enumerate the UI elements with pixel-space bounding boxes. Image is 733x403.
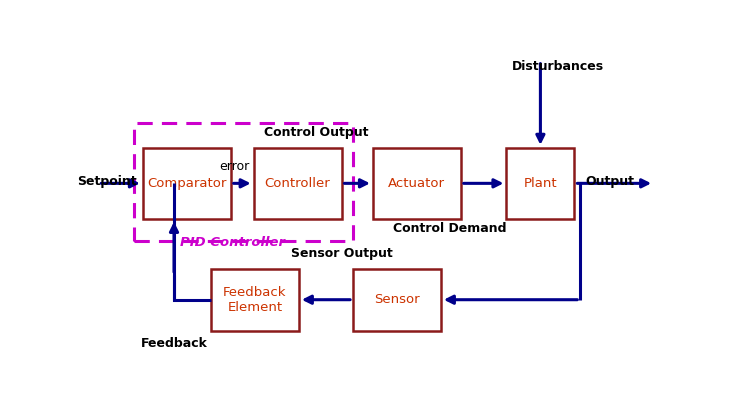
Text: Disturbances: Disturbances bbox=[512, 60, 603, 73]
Bar bbox=[143, 147, 231, 219]
Text: Sensor: Sensor bbox=[374, 293, 420, 306]
Bar bbox=[373, 147, 461, 219]
Text: Control Demand: Control Demand bbox=[393, 222, 507, 235]
Text: Feedback
Element: Feedback Element bbox=[223, 286, 287, 314]
Bar bbox=[134, 123, 353, 241]
Text: Sensor Output: Sensor Output bbox=[291, 247, 392, 260]
Text: Feedback: Feedback bbox=[141, 337, 207, 350]
Text: Comparator: Comparator bbox=[147, 177, 226, 190]
Text: Control Output: Control Output bbox=[264, 126, 368, 139]
Text: PID Controller: PID Controller bbox=[180, 236, 284, 249]
Text: Setpoint: Setpoint bbox=[78, 175, 137, 188]
Text: Output: Output bbox=[586, 175, 635, 188]
Text: Plant: Plant bbox=[523, 177, 557, 190]
Text: Controller: Controller bbox=[265, 177, 331, 190]
Bar bbox=[507, 147, 575, 219]
Bar bbox=[353, 269, 441, 331]
Bar bbox=[254, 147, 342, 219]
Text: Actuator: Actuator bbox=[388, 177, 446, 190]
Bar bbox=[211, 269, 299, 331]
Text: error: error bbox=[220, 160, 250, 173]
